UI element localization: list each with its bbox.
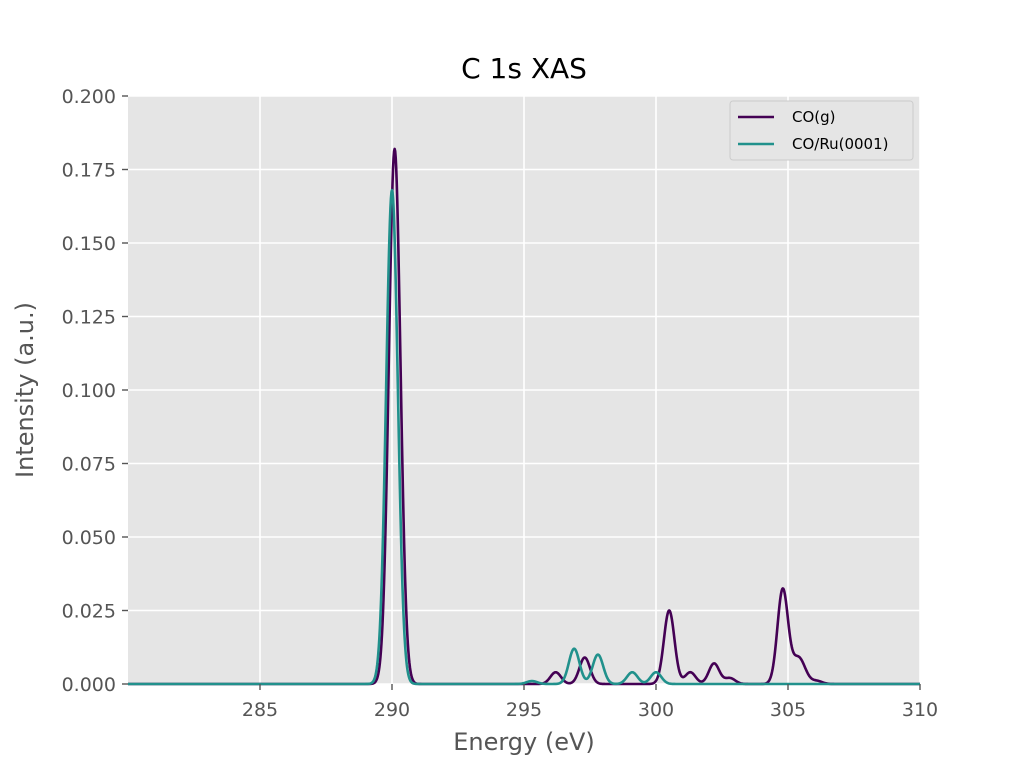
y-axis-ticks: 0.000 0.025 0.050 0.075 0.100 0.125 0.150 0.175… [62,86,128,696]
chart-title: C 1s XAS [461,52,587,85]
legend: CO(g) CO/Ru(0001) [729,100,914,161]
x-tick-label: 290 [374,699,410,721]
y-tick-label: 0.000 [62,674,116,696]
y-axis-label: Intensity (a.u.) [11,302,39,478]
y-tick-label: 0.100 [62,380,116,402]
legend-label: CO(g) [792,108,836,126]
y-tick-label: 0.150 [62,233,116,255]
y-tick-label: 0.200 [62,86,116,108]
y-tick-label: 0.025 [62,601,116,623]
y-tick-label: 0.125 [62,307,116,329]
y-tick-label: 0.050 [62,527,116,549]
y-tick-label: 0.175 [62,160,116,182]
legend-label: CO/Ru(0001) [792,135,888,153]
legend-box [729,100,914,161]
x-tick-label: 285 [242,699,278,721]
x-tick-label: 305 [770,699,806,721]
x-axis-label: Energy (eV) [453,728,595,756]
x-tick-label: 295 [506,699,542,721]
x-tick-label: 310 [902,699,938,721]
y-tick-label: 0.075 [62,454,116,476]
x-axis-ticks: 285 290 295 300 305 310 [242,684,938,721]
x-tick-label: 300 [638,699,674,721]
